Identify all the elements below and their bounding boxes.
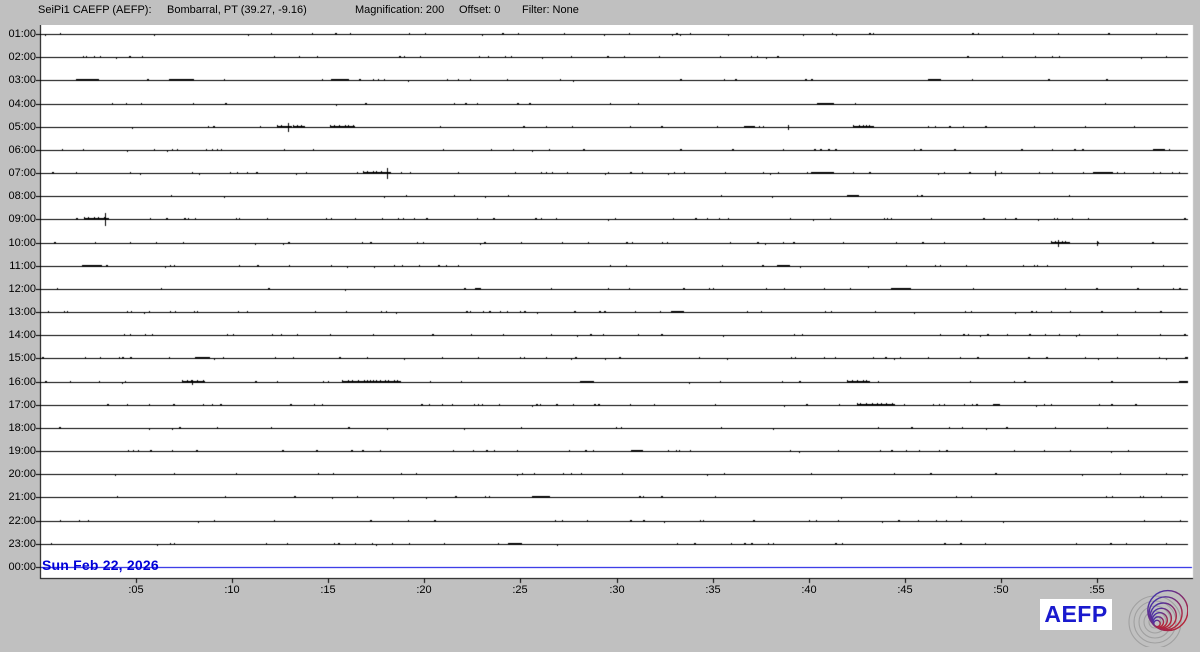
- minute-label: :25: [512, 584, 528, 596]
- hour-label: 06:00: [8, 144, 36, 156]
- hour-label: 13:00: [8, 306, 36, 318]
- hour-label: 20:00: [8, 468, 36, 480]
- hour-label: 00:00: [8, 561, 36, 573]
- hour-label: 03:00: [8, 74, 36, 86]
- hour-label: 08:00: [8, 190, 36, 202]
- minute-label: :20: [416, 584, 432, 596]
- helicorder-canvas[interactable]: [36, 25, 1200, 585]
- magnification-label: Magnification: 200: [355, 4, 445, 16]
- aefp-logo-text: AEFP: [1044, 601, 1108, 627]
- hour-label: 04:00: [8, 98, 36, 110]
- hour-label: 07:00: [8, 167, 36, 179]
- hour-label: 17:00: [8, 399, 36, 411]
- minute-label: :30: [609, 584, 625, 596]
- hour-label: 01:00: [8, 28, 36, 40]
- hour-label: 11:00: [9, 260, 36, 272]
- hour-label: 22:00: [8, 515, 36, 527]
- minute-label: :55: [1089, 584, 1105, 596]
- location-label: Bombarral, PT (39.27, -9.16): [167, 4, 307, 16]
- minute-label: :05: [128, 584, 144, 596]
- hour-label: 21:00: [8, 491, 36, 503]
- minute-label: :10: [224, 584, 240, 596]
- hour-label: 23:00: [8, 538, 36, 550]
- seismic-spiral-icon: [1128, 589, 1189, 649]
- aefp-logo: AEFP: [1040, 599, 1112, 630]
- hour-label: 09:00: [8, 213, 36, 225]
- minute-label: :15: [320, 584, 336, 596]
- hour-label: 10:00: [8, 237, 36, 249]
- header-bar: SeiPi1 CAEFP (AEFP): Bombarral, PT (39.2…: [0, 0, 1200, 24]
- minute-label: :45: [897, 584, 913, 596]
- hour-label: 12:00: [8, 283, 36, 295]
- hour-label: 15:00: [8, 352, 36, 364]
- station-label: SeiPi1 CAEFP (AEFP):: [38, 4, 152, 16]
- date-label: Sun Feb 22, 2026: [42, 557, 159, 573]
- hour-label: 19:00: [8, 445, 36, 457]
- offset-label: Offset: 0: [459, 4, 501, 16]
- hour-label: 02:00: [8, 51, 36, 63]
- hour-label: 16:00: [8, 376, 36, 388]
- minute-label: :50: [993, 584, 1009, 596]
- hour-label: 14:00: [8, 329, 36, 341]
- hour-label: 05:00: [8, 121, 36, 133]
- minute-label: :35: [705, 584, 721, 596]
- minute-label: :40: [801, 584, 817, 596]
- hour-label: 18:00: [8, 422, 36, 434]
- filter-label: Filter: None: [522, 4, 579, 16]
